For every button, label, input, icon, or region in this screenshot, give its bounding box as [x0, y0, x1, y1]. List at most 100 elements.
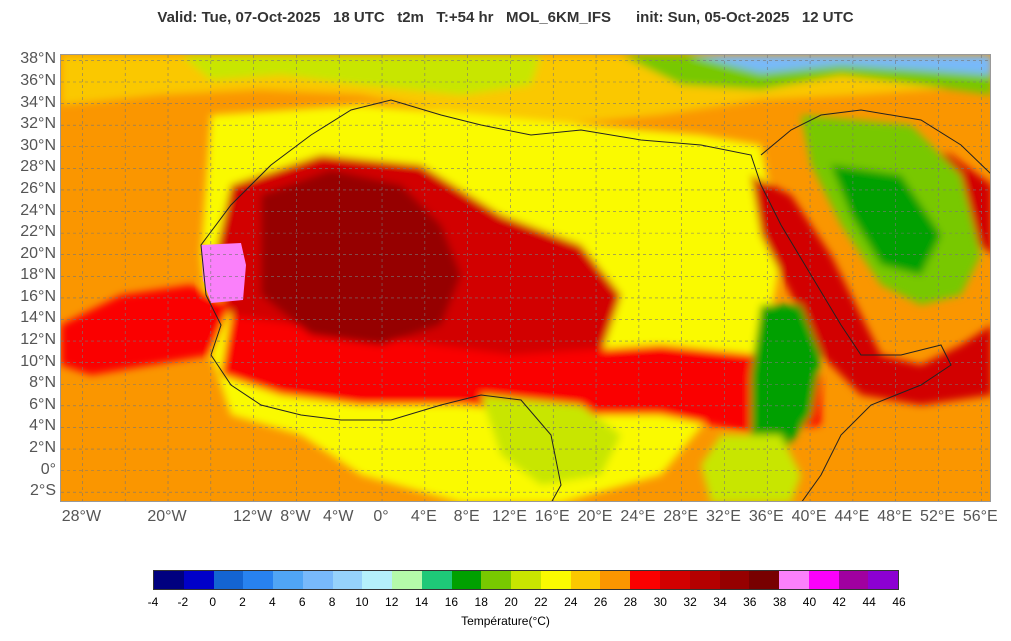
longitude-label: 20°W: [147, 508, 187, 525]
colorbar-tick-label: 30: [653, 595, 667, 609]
temperature-colorbar: [153, 570, 899, 590]
longitude-label: 48°E: [877, 508, 913, 525]
latitude-label: 28°N: [20, 158, 56, 176]
longitude-label: 20°E: [577, 508, 613, 525]
colorbar-tick-label: 12: [385, 595, 399, 609]
colorbar-tick-label: 6: [298, 595, 306, 609]
longitude-label: 36°E: [748, 508, 784, 525]
latitude-label: 16°N: [20, 287, 56, 305]
longitude-label: 12°E: [492, 508, 527, 525]
latitude-label: 34°N: [20, 93, 56, 111]
latitude-label: 20°N: [20, 244, 56, 262]
colorbar-tick-label: 28: [623, 595, 638, 609]
colorbar-tick-label: 32: [683, 595, 697, 609]
latitude-label: 22°N: [20, 223, 56, 241]
colorbar-tick-label: 24: [564, 595, 578, 609]
temperature-map-canvas: [61, 55, 990, 501]
longitude-label: 52°E: [920, 508, 955, 525]
colorbar-swatch: [392, 571, 422, 589]
atlantic-heat-streak: [61, 285, 231, 375]
latitude-label: 18°N: [20, 266, 56, 284]
colorbar-swatch: [421, 571, 452, 589]
colorbar-tick-label: 22: [534, 595, 548, 609]
colorbar-swatch: [719, 571, 750, 589]
latitude-label: 6°N: [29, 395, 56, 413]
colorbar-swatch: [540, 571, 571, 589]
latitude-label: 36°N: [20, 71, 56, 89]
longitude-label: 4°E: [410, 508, 437, 525]
latitude-label: 32°N: [20, 115, 56, 133]
red-sea-heat: [751, 175, 990, 405]
colorbar-swatch: [183, 571, 214, 589]
colorbar-swatch: [749, 571, 780, 589]
latitude-label: 4°N: [29, 417, 56, 435]
colorbar-tick-label: 10: [355, 595, 369, 609]
guinea-green: [481, 395, 621, 485]
latitude-label: 14°N: [20, 309, 56, 327]
colorbar-tick-label: 36: [743, 595, 757, 609]
longitude-label: 16°E: [534, 508, 570, 525]
colorbar-tick-label: 34: [713, 595, 727, 609]
colorbar-swatch: [481, 571, 512, 589]
colorbar-tick-label: 16: [444, 595, 459, 609]
colorbar-swatch: [451, 571, 482, 589]
ethiopian-highlands: [751, 305, 821, 455]
colorbar-swatch: [511, 571, 541, 589]
colorbar-swatch: [302, 571, 333, 589]
colorbar-tick-label: 40: [802, 595, 817, 609]
colorbar-swatch: [570, 571, 601, 589]
colorbar-tick-label: -2: [177, 595, 189, 609]
colorbar-swatch: [273, 571, 303, 589]
latitude-label: 0°: [40, 460, 56, 478]
colorbar-swatch: [808, 571, 839, 589]
colorbar-tick-label: 0: [209, 595, 217, 609]
colorbar-tick-label: 8: [328, 595, 336, 609]
latitude-label: 38°N: [20, 50, 56, 68]
longitude-label: 12°W: [232, 508, 273, 525]
turkey-cold-zone: [691, 55, 990, 75]
map-gridlines: [61, 55, 990, 501]
north-cool-zone: [181, 55, 541, 95]
coastlines: [200, 99, 990, 501]
colorbar-swatch: [660, 571, 690, 589]
longitude-label: 28°E: [663, 508, 699, 525]
colorbar-swatch: [838, 571, 869, 589]
latitude-label: 12°N: [20, 331, 56, 349]
colorbar-tick-label: 42: [832, 595, 846, 609]
temperature-map[interactable]: [60, 54, 991, 502]
colorbar-tick-label: 4: [269, 595, 276, 609]
colorbar-swatch: [154, 571, 184, 589]
colorbar-tick-label: -4: [147, 595, 159, 609]
longitude-label: 28°W: [61, 508, 102, 525]
colorbar-swatch: [362, 571, 393, 589]
latitude-label: 26°N: [20, 179, 56, 197]
extreme-heat-zone: [201, 243, 246, 303]
latitude-label: 10°N: [20, 352, 56, 370]
colorbar-tick-label: 14: [414, 595, 429, 609]
colorbar-swatch: [868, 571, 899, 589]
colorbar-title: Température(°C): [461, 614, 550, 628]
central-sahara-max: [261, 170, 461, 345]
longitude-label: 0°: [373, 508, 389, 525]
map-title: Valid: Tue, 07-Oct-2025 18 UTC t2m T:+54…: [157, 9, 854, 26]
east-africa-highlands: [701, 435, 801, 501]
latitude-label: 24°N: [20, 201, 56, 219]
colorbar-tick-label: 18: [474, 595, 488, 609]
colorbar-tick-label: 44: [862, 595, 876, 609]
latitude-label: 2°N: [29, 439, 56, 457]
colorbar-swatch: [689, 571, 720, 589]
longitude-label: 24°E: [620, 508, 656, 525]
longitude-label: 8°E: [453, 508, 480, 525]
latitude-label: 8°N: [29, 374, 56, 392]
colorbar-tick-label: 26: [593, 595, 608, 609]
longitude-label: 8°W: [280, 508, 311, 525]
colorbar-swatch: [243, 571, 274, 589]
colorbar-swatch: [600, 571, 631, 589]
longitude-label: 4°W: [323, 508, 354, 525]
colorbar-swatch: [779, 571, 809, 589]
colorbar-tick-label: 20: [504, 595, 518, 609]
colorbar-swatch: [332, 571, 363, 589]
sahel-heat-band: [221, 315, 821, 435]
latitude-label: 30°N: [20, 136, 56, 154]
latitude-label: 2°S: [30, 482, 56, 500]
